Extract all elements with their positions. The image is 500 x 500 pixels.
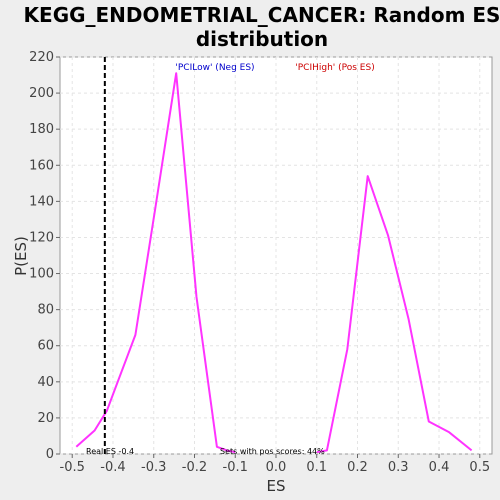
- y-tick-label: 220: [29, 50, 54, 65]
- legend-pos-es: 'PCIHigh' (Pos ES): [295, 63, 374, 73]
- y-tick-label: 40: [37, 375, 54, 390]
- annotation-real-es: Real ES -0.4: [86, 447, 134, 456]
- chart-title-line2: distribution: [196, 27, 328, 51]
- annotation-sets-pos-scores: Sets with pos scores: 44%: [220, 447, 325, 456]
- x-tick-label: 0.3: [388, 460, 409, 475]
- y-tick-label: 20: [37, 411, 54, 426]
- x-tick-label: 0.1: [306, 460, 327, 475]
- x-tick-label: -0.5: [60, 460, 85, 475]
- y-tick-label: 180: [29, 122, 54, 137]
- y-tick-label: 140: [29, 194, 54, 209]
- x-tick-label: -0.2: [182, 460, 207, 475]
- x-axis-label: ES: [267, 477, 286, 495]
- x-tick-label: 0.2: [347, 460, 368, 475]
- y-tick-label: 0: [46, 447, 54, 462]
- y-tick-label: 100: [29, 267, 54, 282]
- y-axis-ticks: 0 20 40 60 80 100 120 140 160 180 200 220: [29, 50, 60, 462]
- y-tick-label: 120: [29, 230, 54, 245]
- x-tick-label: -0.4: [100, 460, 125, 475]
- x-tick-label: 0.4: [429, 460, 450, 475]
- x-tick-label: 0.0: [266, 460, 287, 475]
- x-tick-label: 0.5: [469, 460, 490, 475]
- x-axis-ticks: -0.5 -0.4 -0.3 -0.2 -0.1 0.0 0.1 0.2 0.3 0.4 0.5: [60, 454, 491, 475]
- y-tick-label: 60: [37, 339, 54, 354]
- chart-title-line1: KEGG_ENDOMETRIAL_CANCER: Random ES: [24, 3, 500, 27]
- y-tick-label: 80: [37, 303, 54, 318]
- legend-neg-es: 'PCILow' (Neg ES): [175, 63, 254, 73]
- y-axis-label: P(ES): [12, 236, 30, 276]
- y-tick-label: 200: [29, 86, 54, 101]
- y-tick-label: 160: [29, 158, 54, 173]
- x-tick-label: -0.3: [141, 460, 166, 475]
- x-tick-label: -0.1: [223, 460, 248, 475]
